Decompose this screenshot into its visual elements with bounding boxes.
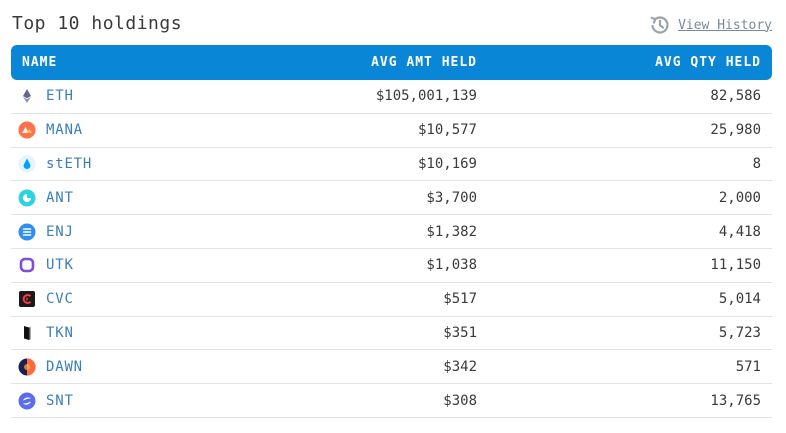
avg-amount: $517: [443, 291, 477, 308]
table-row: DAWN $342 571: [11, 350, 772, 385]
table-row: UTK $1,038 11,150: [11, 249, 772, 283]
avg-amount: $1,382: [426, 223, 477, 240]
eth-icon: [18, 87, 36, 105]
tkn-icon: [18, 324, 36, 342]
dawn-icon: [18, 358, 36, 376]
holdings-table: NAME AVG AMT HELD AVG QTY HELD ETH $105,…: [11, 45, 772, 418]
token-symbol-link[interactable]: CVC: [46, 291, 74, 308]
cvc-icon: [18, 290, 36, 308]
view-history-link[interactable]: View History: [648, 13, 772, 37]
table-row: TKN $351 5,723: [11, 317, 772, 351]
avg-quantity: 82,586: [710, 88, 761, 105]
token-symbol-link[interactable]: stETH: [46, 155, 93, 172]
token-symbol-link[interactable]: DAWN: [46, 358, 83, 375]
avg-quantity: 8: [752, 155, 761, 172]
mana-icon: [18, 121, 36, 139]
enj-icon: [18, 223, 36, 241]
avg-quantity: 5,723: [718, 324, 761, 341]
avg-amount: $308: [443, 392, 477, 409]
avg-amount: $1,038: [426, 257, 477, 274]
avg-quantity: 5,014: [718, 291, 761, 308]
column-header-avg-qty[interactable]: AVG QTY HELD: [655, 55, 761, 70]
utk-icon: [18, 256, 36, 274]
table-row: ENJ $1,382 4,418: [11, 215, 772, 249]
history-icon: [648, 13, 672, 37]
steth-icon: [18, 155, 36, 173]
table-row: CVC $517 5,014: [11, 283, 772, 317]
avg-amount: $10,577: [417, 122, 477, 139]
token-symbol-link[interactable]: TKN: [46, 324, 74, 341]
token-symbol-link[interactable]: ANT: [46, 189, 74, 206]
view-history-label[interactable]: View History: [678, 17, 772, 33]
avg-quantity: 4,418: [718, 223, 761, 240]
table-row: SNT $308 13,765: [11, 384, 772, 418]
table-header: NAME AVG AMT HELD AVG QTY HELD: [11, 45, 772, 80]
avg-amount: $342: [443, 358, 477, 375]
token-symbol-link[interactable]: SNT: [46, 392, 74, 409]
avg-quantity: 13,765: [710, 392, 761, 409]
table-row: MANA $10,577 25,980: [11, 114, 772, 148]
avg-amount: $105,001,139: [375, 88, 477, 105]
token-symbol-link[interactable]: MANA: [46, 122, 83, 139]
page-title: Top 10 holdings: [12, 13, 183, 34]
avg-amount: $10,169: [417, 155, 477, 172]
avg-quantity: 571: [735, 358, 761, 375]
token-symbol-link[interactable]: ETH: [46, 88, 74, 105]
column-header-avg-amt[interactable]: AVG AMT HELD: [371, 55, 477, 70]
avg-quantity: 11,150: [710, 257, 761, 274]
avg-amount: $3,700: [426, 189, 477, 206]
token-symbol-link[interactable]: UTK: [46, 257, 74, 274]
avg-amount: $351: [443, 324, 477, 341]
snt-icon: [18, 392, 36, 410]
ant-icon: [18, 189, 36, 207]
table-row: stETH $10,169 8: [11, 148, 772, 182]
avg-quantity: 2,000: [718, 189, 761, 206]
avg-quantity: 25,980: [710, 122, 761, 139]
table-row: ANT $3,700 2,000: [11, 181, 772, 216]
column-header-name[interactable]: NAME: [22, 55, 58, 70]
token-symbol-link[interactable]: ENJ: [46, 223, 74, 240]
table-row: ETH $105,001,139 82,586: [11, 80, 772, 114]
